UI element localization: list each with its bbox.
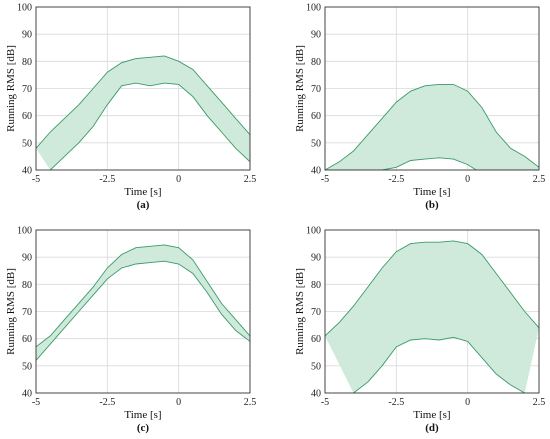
y-tick-label: 70 (22, 84, 32, 95)
y-tick-label: 60 (311, 334, 321, 345)
series-line-upper (325, 240, 539, 337)
y-tick-label: 40 (22, 389, 32, 400)
y-tick-label: 50 (22, 138, 32, 149)
y-tick-label: 90 (311, 30, 321, 41)
y-tick-label: 80 (22, 57, 32, 68)
series-line-upper (36, 55, 250, 149)
panel-caption: (d) (425, 422, 439, 434)
series-line-upper (36, 244, 250, 348)
plot-frame (324, 229, 540, 394)
panel-caption: (b) (425, 199, 439, 211)
x-tick-label: 2.5 (244, 397, 257, 408)
x-tick-label: -5 (32, 174, 40, 185)
series-line-lower (325, 157, 539, 170)
y-tick-label: 100 (17, 226, 32, 237)
x-tick-label: -2.5 (388, 174, 404, 185)
y-tick-label: 100 (306, 226, 321, 237)
y-tick-label: 60 (22, 334, 32, 345)
x-tick-label: -2.5 (99, 397, 115, 408)
y-tick-label: 70 (311, 307, 321, 318)
y-axis-label: Running RMS [dB] (5, 45, 17, 132)
range-band (325, 240, 539, 393)
y-tick-label: 70 (311, 84, 321, 95)
x-tick-label: -5 (32, 397, 40, 408)
plot-frame (35, 6, 251, 171)
series-line-lower (49, 82, 250, 170)
x-tick-label: 0 (465, 397, 470, 408)
chart-panel-4: 40 50 60 70 80 90 100 -5 -2.5 0 2.5 Time [s] Running… (294, 226, 545, 435)
y-tick-label: 50 (311, 361, 321, 372)
y-tick-label: 60 (311, 111, 321, 122)
y-tick-label: 40 (311, 389, 321, 400)
x-tick-label: 0 (465, 174, 470, 185)
x-axis-label: Time [s] (124, 186, 161, 198)
x-tick-label: 2.5 (533, 397, 546, 408)
y-tick-label: 80 (22, 280, 32, 291)
x-tick-label: 2.5 (244, 174, 257, 185)
x-tick-label: 0 (176, 174, 181, 185)
x-axis-label: Time [s] (124, 409, 161, 421)
range-band (36, 244, 250, 361)
plot-frame (35, 229, 251, 394)
x-tick-label: -2.5 (99, 174, 115, 185)
y-axis-label: Running RMS [dB] (294, 45, 306, 132)
chart-panel-1: 40 50 60 70 80 90 100 -5 -2.5 0 2.5 Time [s] Running… (5, 3, 256, 212)
y-tick-label: 60 (22, 111, 32, 122)
y-tick-label: 100 (306, 3, 321, 14)
x-axis-label: Time [s] (413, 186, 450, 198)
series-line-lower (36, 260, 250, 361)
y-tick-label: 50 (22, 361, 32, 372)
y-tick-label: 40 (311, 166, 321, 177)
y-tick-label: 100 (17, 3, 32, 14)
y-tick-label: 80 (311, 57, 321, 68)
y-tick-label: 50 (311, 138, 321, 149)
y-tick-label: 90 (22, 253, 32, 264)
x-tick-label: -2.5 (388, 397, 404, 408)
x-tick-label: 0 (176, 397, 181, 408)
y-axis-label: Running RMS [dB] (294, 268, 306, 355)
series-line-upper (325, 83, 539, 170)
x-tick-label: -5 (321, 397, 329, 408)
y-axis-label: Running RMS [dB] (5, 268, 17, 355)
y-tick-label: 40 (22, 166, 32, 177)
plot-frame (324, 6, 540, 171)
chart-panel-2: 40 50 60 70 80 90 100 -5 -2.5 0 2.5 Time [s] Running… (294, 3, 545, 212)
range-band (325, 84, 539, 170)
y-tick-label: 90 (311, 253, 321, 264)
y-tick-label: 80 (311, 280, 321, 291)
panel-caption: (c) (137, 422, 150, 434)
x-axis-label: Time [s] (413, 409, 450, 421)
x-tick-label: -5 (321, 174, 329, 185)
panel-caption: (a) (137, 199, 150, 211)
x-tick-label: 2.5 (533, 174, 546, 185)
y-tick-label: 70 (22, 307, 32, 318)
chart-panel-3: 40 50 60 70 80 90 100 -5 -2.5 0 2.5 Time [s] Running… (5, 226, 256, 435)
series-line-lower (353, 336, 525, 393)
range-band (36, 55, 250, 170)
y-tick-label: 90 (22, 30, 32, 41)
